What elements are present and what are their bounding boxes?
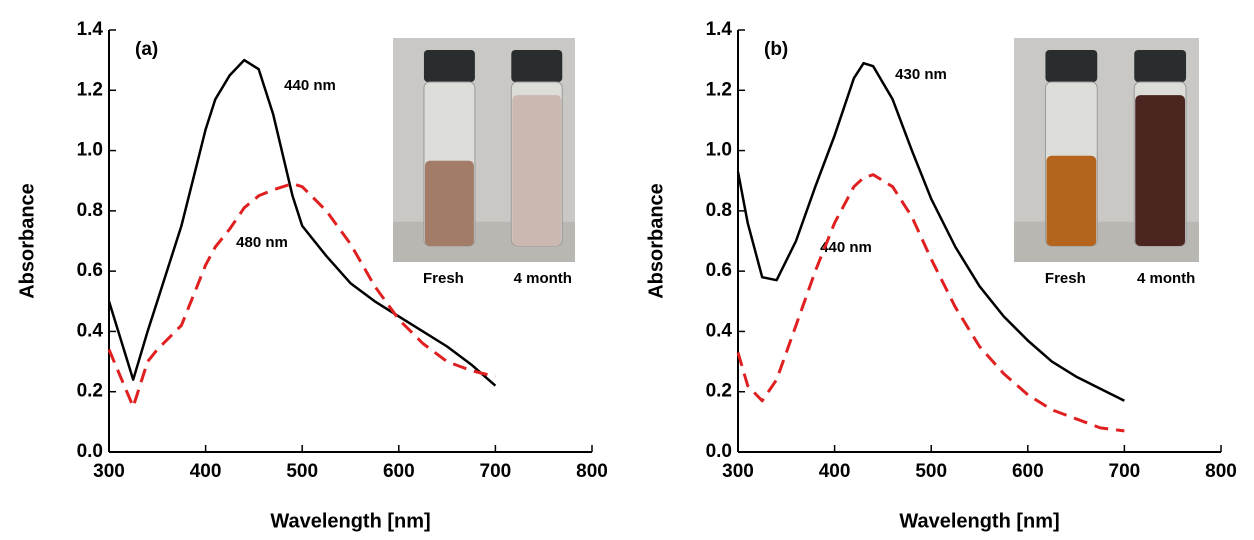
annotation: 440 nm	[284, 77, 336, 94]
x-axis-title: Wavelength [nm]	[899, 510, 1059, 532]
x-tick-label: 700	[480, 461, 512, 482]
vial-cap	[1045, 50, 1098, 82]
vial-cap	[1134, 50, 1187, 82]
annotation: 430 nm	[895, 66, 947, 83]
x-tick-label: 600	[383, 461, 415, 482]
annotation: 440 nm	[820, 239, 872, 256]
vial-liquid	[1046, 155, 1097, 246]
x-tick-label: 600	[1012, 461, 1044, 482]
x-tick-label: 400	[190, 461, 222, 482]
series-line	[736, 61, 1125, 402]
vial-cap	[511, 50, 563, 82]
annotation: 480 nm	[236, 234, 288, 251]
x-tick-label: 500	[915, 461, 947, 482]
y-tick-label: 0.2	[77, 381, 103, 402]
y-tick-label: 0.4	[77, 320, 104, 341]
inset-label: Fresh	[1045, 270, 1086, 287]
x-tick-label: 500	[286, 461, 318, 482]
vial-cap	[423, 50, 475, 82]
x-tick-label: 700	[1109, 461, 1141, 482]
y-tick-label: 1.0	[77, 140, 103, 161]
y-tick-label: 0.6	[706, 260, 732, 281]
y-tick-label: 0.4	[706, 320, 733, 341]
y-tick-label: 1.0	[706, 140, 732, 161]
inset-label: 4 month	[514, 270, 572, 287]
panel: Fresh 4 month 0.0 0.2 0.4 0.6 0.8 1.0 1.2 1.4 300 4…	[645, 19, 1237, 532]
y-tick-label: 0.8	[77, 200, 103, 221]
series-line	[107, 182, 496, 409]
y-tick-label: 0.0	[77, 441, 103, 462]
vial-liquid	[1135, 95, 1186, 247]
y-tick-label: 1.4	[706, 19, 733, 40]
y-tick-label: 1.2	[77, 79, 103, 100]
series-line	[107, 58, 497, 387]
y-tick-label: 0.6	[77, 260, 103, 281]
vial-liquid	[424, 160, 474, 246]
panel-label: (b)	[764, 39, 788, 60]
vial-liquid	[512, 95, 562, 247]
panel: Fresh 4 month 0.0 0.2 0.4 0.6 0.8 1.0 1.2 1.4 300 4…	[16, 19, 608, 532]
y-tick-label: 1.2	[706, 79, 732, 100]
y-tick-label: 1.4	[77, 19, 104, 40]
x-tick-label: 800	[576, 461, 608, 482]
y-axis-title: Absorbance	[16, 183, 38, 299]
x-tick-label: 800	[1205, 461, 1237, 482]
y-axis-title: Absorbance	[645, 183, 667, 299]
y-tick-label: 0.8	[706, 200, 732, 221]
x-tick-label: 300	[722, 461, 754, 482]
x-tick-label: 400	[819, 461, 851, 482]
inset-label: Fresh	[423, 270, 464, 287]
inset-label: 4 month	[1137, 270, 1195, 287]
y-tick-label: 0.2	[706, 381, 732, 402]
panel-label: (a)	[135, 39, 158, 60]
x-axis-title: Wavelength [nm]	[270, 510, 430, 532]
y-tick-label: 0.0	[706, 441, 732, 462]
series-line	[736, 173, 1125, 433]
x-tick-label: 300	[93, 461, 125, 482]
